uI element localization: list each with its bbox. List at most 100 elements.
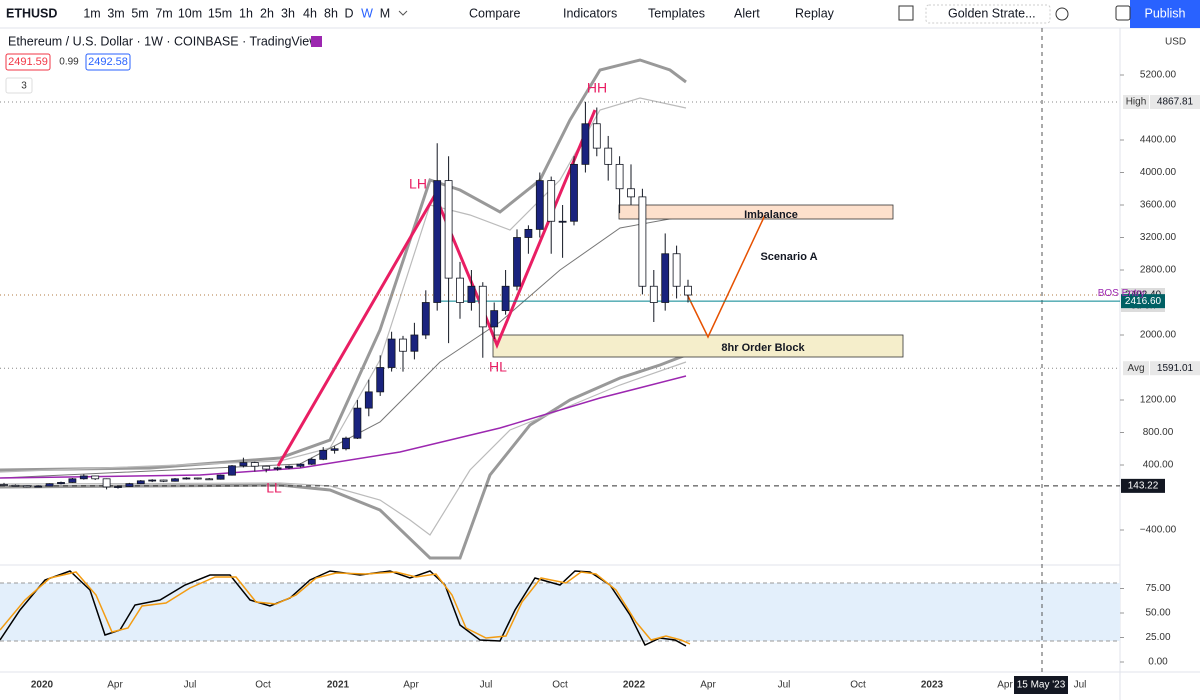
- price-level-name: Avg: [1127, 363, 1144, 374]
- y-tick-label: 3600.00: [1140, 200, 1177, 211]
- candle-body: [193, 477, 202, 480]
- camera-icon[interactable]: [1115, 5, 1131, 21]
- candle-body: [421, 302, 430, 336]
- toolbar-button[interactable]: Templates: [648, 6, 705, 20]
- ask-box[interactable]: [85, 53, 131, 71]
- symbol[interactable]: ETHUSD: [6, 6, 57, 20]
- candle-body: [102, 478, 111, 488]
- candle-body: [410, 334, 419, 352]
- candle-body: [627, 188, 635, 198]
- time-label: 2021: [327, 680, 350, 691]
- interval[interactable]: 5m: [131, 6, 148, 20]
- y-tick-label: 1200.00: [1140, 395, 1177, 406]
- order-block-label: 8hr Order Block: [721, 342, 805, 354]
- toolbar-button[interactable]: Compare: [469, 6, 520, 20]
- oscillator-band: [0, 583, 1120, 641]
- candle-body: [490, 310, 499, 328]
- bid-box[interactable]: [5, 53, 51, 71]
- order-block-box[interactable]: [492, 334, 904, 358]
- candle-body: [513, 237, 521, 287]
- candle-body: [649, 285, 658, 303]
- candle-body: [148, 479, 157, 482]
- candle-body: [216, 474, 225, 480]
- interval[interactable]: W: [361, 6, 373, 20]
- candle-body: [125, 483, 134, 487]
- candle-body: [22, 485, 31, 488]
- toolbar-button[interactable]: Alert: [734, 6, 760, 20]
- flag[interactable]: [311, 36, 322, 47]
- time-label: 2022: [623, 680, 646, 691]
- basis-line: [0, 215, 687, 479]
- candle-body: [307, 458, 316, 465]
- interval[interactable]: 7m: [155, 6, 172, 20]
- layout-name[interactable]: Golden Strate...: [948, 6, 1036, 20]
- candle-body: [91, 475, 100, 480]
- candle-body: [11, 484, 20, 487]
- imbalance-box[interactable]: [618, 204, 894, 220]
- y-tick-label: 3200.00: [1140, 232, 1177, 243]
- y-tick-label: 800.00: [1143, 427, 1174, 438]
- price-level-label: 2416.60: [1125, 296, 1162, 307]
- interval[interactable]: 1h: [239, 6, 253, 20]
- currency[interactable]: USD: [1165, 37, 1186, 48]
- osc-tick-label: 0.00: [1148, 657, 1168, 668]
- bollinger-inner-lower: [0, 361, 687, 536]
- chevron: [398, 10, 408, 16]
- price-level-label: 1591.01: [1157, 363, 1194, 374]
- ask: 2492.58: [88, 56, 128, 68]
- candle-body: [34, 485, 43, 488]
- interval[interactable]: 3m: [107, 6, 124, 20]
- interval[interactable]: 4h: [303, 6, 317, 20]
- interval[interactable]: D: [344, 6, 353, 20]
- candle-body: [661, 253, 670, 303]
- time-label: Jul: [1074, 680, 1087, 691]
- price-level-label: 4867.81: [1157, 97, 1194, 108]
- imbalance-label: Imbalance: [744, 209, 798, 221]
- scenario-path[interactable]: [684, 214, 766, 339]
- bollinger-outer-upper: [0, 58, 687, 472]
- toolbar-buttons: Compare Indicators Templates Alert Replay: [469, 6, 835, 20]
- candle-body: [672, 253, 681, 287]
- interval[interactable]: 15m: [208, 6, 232, 20]
- candle-body: [57, 482, 65, 485]
- candle-body: [159, 479, 168, 482]
- price-level-name-box: [1123, 94, 1149, 109]
- candle-body: [239, 462, 248, 467]
- time-label: 2023: [921, 680, 944, 691]
- y-tick-label: 400.00: [1143, 460, 1174, 471]
- interval[interactable]: 3h: [281, 6, 295, 20]
- y-tick-label: 2800.00: [1140, 265, 1177, 276]
- interval[interactable]: 10m: [178, 6, 202, 20]
- y-tick-label: 4400.00: [1140, 135, 1177, 146]
- y-tick-label: 5200.00: [1140, 70, 1177, 81]
- candle-body: [558, 220, 567, 223]
- time-label: Oct: [255, 680, 271, 691]
- layout-box[interactable]: [925, 4, 1051, 24]
- candle-body: [45, 483, 54, 487]
- time-label: 2020: [31, 680, 54, 691]
- intervals: 1m 3m 5m 7m 10m 15m 1h 2h 3h 4h 8h D W M: [83, 6, 390, 20]
- interval[interactable]: M: [380, 6, 390, 20]
- bid: 2491.59: [8, 56, 48, 68]
- candle-body: [456, 277, 464, 303]
- candle-body: [433, 180, 442, 303]
- indicator-toggle[interactable]: [5, 77, 33, 94]
- candle-body: [285, 465, 293, 469]
- candle-body: [535, 180, 544, 230]
- toolbar-button[interactable]: Replay: [795, 6, 835, 20]
- candle-body: [342, 437, 350, 450]
- y-tick-label: 4000.00: [1140, 167, 1177, 178]
- settings-icon[interactable]: [1055, 7, 1069, 21]
- interval[interactable]: 1m: [83, 6, 100, 20]
- candle-body: [136, 480, 145, 485]
- interval[interactable]: 8h: [324, 6, 338, 20]
- candle-body: [387, 338, 396, 368]
- candle-body: [467, 285, 476, 303]
- interval[interactable]: 2h: [260, 6, 274, 20]
- publish-button[interactable]: [1130, 0, 1200, 28]
- candle-body: [319, 449, 328, 460]
- price-level-box: [1121, 294, 1165, 309]
- toolbar-button[interactable]: Indicators: [563, 6, 617, 20]
- rect-icon[interactable]: [898, 5, 914, 21]
